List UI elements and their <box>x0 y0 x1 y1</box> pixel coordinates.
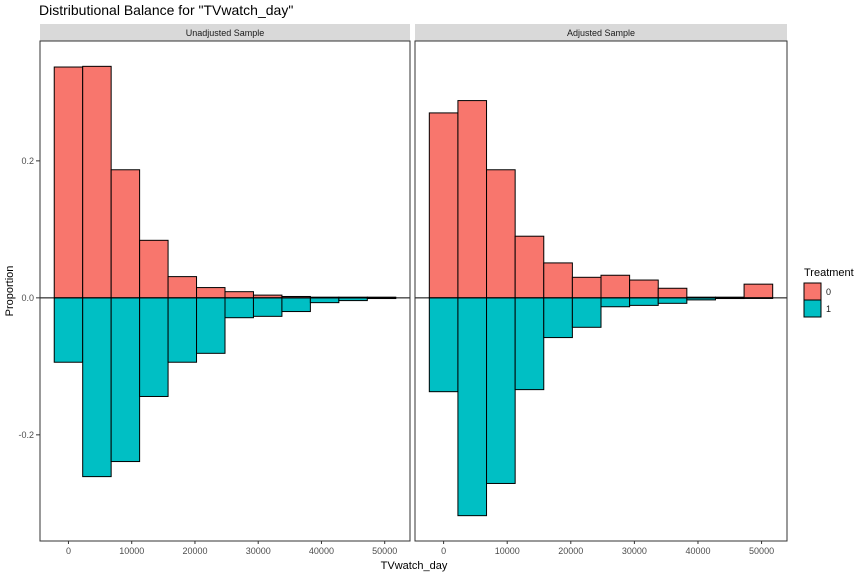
x-tick-label: 20000 <box>558 546 583 556</box>
facet-strip <box>415 24 787 41</box>
bar-treatment-1 <box>139 297 169 397</box>
x-axis-title: TVwatch_day <box>381 560 448 572</box>
bar-treatment-0 <box>514 235 545 299</box>
bar-treatment-0 <box>600 274 631 299</box>
legend-title: Treatment <box>804 267 854 279</box>
panel-adjusted: Adjusted Sample 0 10000 20000 30000 40000 5000… <box>414 24 788 556</box>
facet-strip-label: Adjusted Sample <box>567 28 635 38</box>
bar-treatment-0 <box>743 283 774 299</box>
panel-border <box>39 40 411 542</box>
bar-treatment-1 <box>196 297 226 354</box>
legend-key-1 <box>803 299 822 318</box>
bar-treatment-1 <box>457 297 488 517</box>
facet-strip <box>40 24 410 41</box>
bar-treatment-1 <box>53 297 84 363</box>
x-tick-label: 20000 <box>182 546 207 556</box>
bar-treatment-1 <box>252 297 283 317</box>
bar-treatment-0 <box>139 239 169 299</box>
bar-treatment-1 <box>514 297 545 391</box>
panel-border <box>414 40 788 542</box>
bar-treatment-0 <box>167 276 198 299</box>
bar-treatment-0 <box>82 65 112 299</box>
bar-treatment-1 <box>309 297 340 304</box>
x-tick-label: 0 <box>441 546 446 556</box>
y-tick-label: 0.0 <box>21 293 34 303</box>
bar-treatment-1 <box>629 297 659 306</box>
bar-treatment-0 <box>543 262 573 299</box>
bar-treatment-0 <box>629 279 659 299</box>
bar-treatment-1 <box>110 297 141 463</box>
x-tick-label: 30000 <box>246 546 271 556</box>
x-tick-label: 10000 <box>495 546 520 556</box>
bar-treatment-1 <box>281 297 311 313</box>
y-tick-label: -0.2 <box>18 430 34 440</box>
x-tick-label: 40000 <box>685 546 710 556</box>
x-tick-label: 40000 <box>309 546 334 556</box>
x-tick-label: 50000 <box>749 546 774 556</box>
facet-strip-label: Unadjusted Sample <box>186 28 265 38</box>
bar-treatment-1 <box>600 297 631 308</box>
y-tick-label: 0.2 <box>21 156 34 166</box>
panel-unadjusted: Unadjusted Sample 0 10000 20000 30000 40000 50… <box>39 24 411 556</box>
bar-treatment-1 <box>571 297 602 328</box>
bar-treatment-1 <box>224 297 254 319</box>
chart-title: Distributional Balance for "TVwatch_day" <box>39 2 293 18</box>
bar-treatment-0 <box>196 287 226 299</box>
bar-treatment-1 <box>486 297 516 484</box>
bar-treatment-0 <box>657 287 688 299</box>
legend-label-1: 1 <box>826 304 831 314</box>
y-axis-title: Proportion <box>4 266 16 317</box>
legend: Treatment 0 1 <box>803 267 854 318</box>
bar-treatment-1 <box>82 297 112 478</box>
x-tick-label: 30000 <box>622 546 647 556</box>
bar-treatment-1 <box>543 297 573 339</box>
x-tick-label: 10000 <box>119 546 144 556</box>
y-axis: -0.2 0.0 0.2 <box>18 156 40 440</box>
x-tick-label: 50000 <box>372 546 397 556</box>
bar-treatment-1 <box>657 297 688 304</box>
bar-treatment-0 <box>571 276 602 299</box>
bar-treatment-0 <box>224 291 254 299</box>
x-tick-label: 0 <box>66 546 71 556</box>
legend-key-0 <box>803 282 822 301</box>
legend-label-0: 0 <box>826 287 831 297</box>
bar-treatment-0 <box>428 112 459 299</box>
bar-treatment-0 <box>457 100 488 299</box>
facet-panels: Unadjusted Sample 0 10000 20000 30000 40000 50… <box>39 24 788 556</box>
bar-treatment-0 <box>110 169 141 299</box>
bar-treatment-1 <box>428 297 459 393</box>
bar-treatment-1 <box>167 297 198 363</box>
bar-treatment-0 <box>486 169 516 299</box>
bar-treatment-0 <box>53 66 84 299</box>
